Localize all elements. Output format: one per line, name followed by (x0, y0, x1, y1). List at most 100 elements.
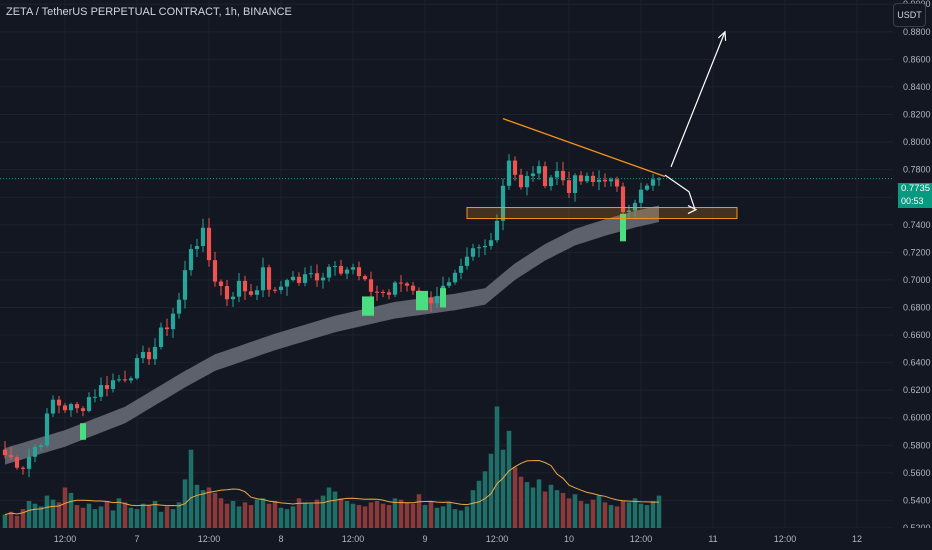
price-tick-label: 0.8200 (903, 109, 931, 119)
pullback-arrow-head (687, 205, 698, 215)
candle-body (512, 160, 518, 175)
volume-bar (590, 499, 596, 528)
candle-body (608, 179, 614, 182)
candle-body (98, 385, 104, 397)
volume-bar (290, 506, 296, 528)
volume-bar (512, 467, 518, 528)
candle-body (176, 299, 182, 314)
volume-bar (260, 498, 266, 528)
volume-bar (548, 484, 554, 528)
candle-body (626, 210, 632, 213)
time-tick-label: 12:00 (486, 534, 509, 544)
currency-button[interactable]: USDT (893, 3, 926, 27)
volume-bar (482, 471, 488, 528)
price-tick-label: 0.8600 (903, 54, 931, 64)
volume-bar (254, 499, 260, 528)
volume-bar (200, 490, 206, 528)
time-tick-label: 12:00 (342, 534, 365, 544)
volume-bar (542, 491, 548, 528)
volume-bar (344, 501, 350, 528)
volume-bar (176, 502, 182, 528)
candle-body (464, 256, 470, 266)
price-tick-label: 0.6400 (903, 358, 931, 368)
candle-body (182, 270, 188, 300)
volume-bar (620, 501, 626, 528)
volume-bar (38, 506, 44, 528)
signal-markers (0, 178, 893, 440)
candle-body (266, 267, 272, 290)
volume-bar (296, 498, 302, 528)
signal-marker (80, 423, 86, 440)
volume-bar (104, 501, 110, 528)
candle-body (308, 273, 314, 275)
candle-body (92, 396, 98, 398)
candle-body (200, 227, 206, 247)
candle-body (446, 282, 452, 286)
volume-bar (320, 495, 326, 528)
drawing-annotations[interactable] (466, 30, 738, 220)
time-tick-label: 12 (852, 534, 862, 544)
candle-body (392, 282, 398, 295)
candle-body (596, 179, 602, 182)
signal-marker (368, 296, 374, 316)
volume-bar (500, 449, 506, 528)
bar-countdown: 00:53 (901, 196, 924, 206)
candle-body (542, 166, 548, 187)
candle-body (584, 175, 590, 182)
volume-bar (626, 502, 632, 528)
candle-body (344, 269, 350, 274)
volume-bar (644, 505, 650, 528)
volume-bar (110, 510, 116, 528)
candle-body (554, 170, 560, 178)
support-zone-box (466, 207, 738, 220)
volume-bar (614, 506, 620, 528)
price-axis-bg (893, 0, 932, 550)
candle-body (410, 285, 416, 291)
volume-bar (440, 506, 446, 528)
volume-bar (446, 502, 452, 528)
volume-bar (218, 498, 224, 528)
volume-bar (314, 499, 320, 528)
candle-body (602, 179, 608, 182)
volume-bar (404, 502, 410, 528)
price-tick-label: 0.5600 (903, 468, 931, 478)
volume-bar (2, 514, 8, 528)
volume-bar (356, 505, 362, 528)
time-axis[interactable]: 12:00 7 12:00 8 12:00 9 12:00 10 12:00 11 12:00 12 (0, 528, 932, 550)
candle-body (158, 327, 164, 347)
volume-bar (434, 507, 440, 528)
candle-body (134, 358, 140, 379)
volume-bar (374, 501, 380, 528)
volume-bar (302, 502, 308, 528)
price-tick-label: 0.6800 (903, 302, 931, 312)
candle-body (32, 447, 38, 457)
time-tick-label: 12:00 (54, 534, 77, 544)
candle-body (482, 245, 488, 248)
volume-bar (572, 494, 578, 528)
candle-body (650, 179, 656, 186)
candle-body (236, 280, 242, 297)
volume-bar (80, 507, 86, 528)
candle-body (44, 413, 50, 446)
volume-bar (236, 506, 242, 528)
volume-bar (74, 505, 80, 528)
candle-body (632, 202, 638, 211)
candle-body (386, 292, 392, 295)
price-axis[interactable]: 0.52000.54000.56000.58000.60000.62000.64… (893, 0, 932, 550)
candle-body (20, 467, 26, 469)
candle-body (356, 267, 362, 277)
candle-body (560, 170, 566, 181)
volume-bar (20, 509, 26, 528)
volume-bar (638, 503, 644, 528)
candle-body (320, 277, 326, 281)
last-price-tag: 0.7735 00:53 (898, 183, 932, 208)
pullback-arrow (664, 174, 696, 210)
volume-bar (26, 501, 32, 528)
volume-bar (272, 501, 278, 528)
candle-body (530, 173, 536, 177)
time-tick-label: 9 (422, 534, 427, 544)
signal-marker (620, 213, 626, 242)
candle-body (500, 185, 506, 221)
signal-marker (362, 296, 368, 316)
